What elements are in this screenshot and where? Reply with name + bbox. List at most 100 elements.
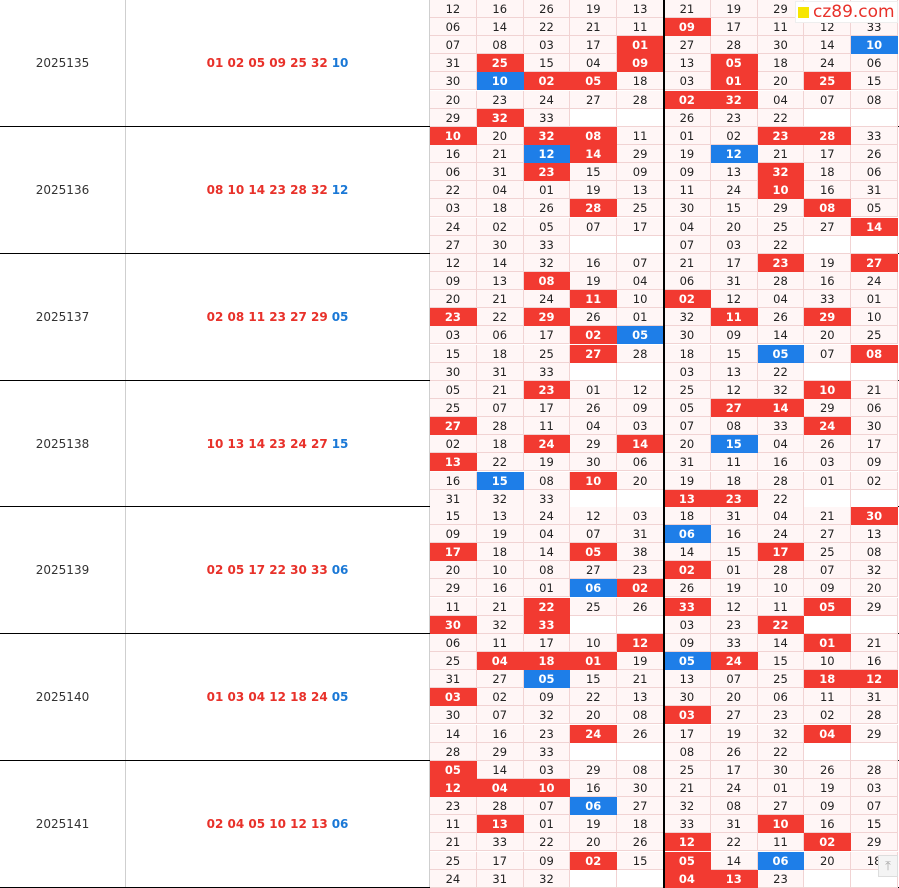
left-grid-cell: 18 <box>476 199 524 218</box>
left-grid-cell: 15 <box>430 344 477 363</box>
right-grid-cell: 06 <box>851 399 898 418</box>
right-grid-cell: 29 <box>757 199 805 218</box>
right-grid-cell: 17 <box>710 18 758 37</box>
left-grid-cell: 03 <box>617 417 664 436</box>
left-grid-cell: 20 <box>430 290 477 309</box>
right-grid-cell: 13 <box>664 670 711 689</box>
left-grid-cell: 25 <box>430 851 477 870</box>
left-grid-cell: 20 <box>570 833 618 852</box>
right-grid-cell: 13 <box>710 362 758 381</box>
right-grid-cell: 04 <box>757 507 805 526</box>
left-grid-cell: 18 <box>476 435 524 454</box>
right-grid-cell: 17 <box>804 145 852 164</box>
left-grid-cell: 06 <box>476 326 524 345</box>
right-grid-cell: 19 <box>664 471 711 490</box>
left-grid-cell: 28 <box>570 199 618 218</box>
right-grid-cell: 11 <box>804 688 852 707</box>
left-grid-cell: 33 <box>523 615 571 634</box>
left-grid-cell: 14 <box>523 543 571 562</box>
left-grid-cell: 12 <box>430 779 477 798</box>
left-grid-cell: 06 <box>570 579 618 598</box>
left-grid-cell: 01 <box>523 181 571 200</box>
left-grid-cell: 05 <box>617 326 664 345</box>
right-grid-cell: 09 <box>804 797 852 816</box>
left-grid-cell: 05 <box>570 543 618 562</box>
right-grid-cell: 09 <box>664 18 711 37</box>
issue-number: 2025139 <box>0 507 126 633</box>
right-grid-cell: 07 <box>804 344 852 363</box>
blue-ball: 12 <box>331 183 349 197</box>
right-grid-cell: 08 <box>710 417 758 436</box>
right-grid-cell: 30 <box>851 417 898 436</box>
right-grid-cell: 26 <box>710 742 758 761</box>
left-grid-cell: 07 <box>570 525 618 544</box>
left-grid-cell: 28 <box>476 417 524 436</box>
left-grid-cell: 32 <box>476 489 524 508</box>
left-grid-cell: 01 <box>523 579 571 598</box>
left-grid-cell <box>617 615 664 634</box>
left-grid-cell: 17 <box>523 399 571 418</box>
left-grid-cell: 03 <box>523 36 571 55</box>
right-grid-cell: 14 <box>851 217 898 236</box>
right-grid-cell: 09 <box>664 634 711 653</box>
left-grid-cell: 23 <box>523 381 571 400</box>
left-grid-cell: 08 <box>476 36 524 55</box>
right-grid-cell: 17 <box>851 435 898 454</box>
issue-number: 2025135 <box>0 0 126 126</box>
left-grid-cell: 01 <box>617 308 664 327</box>
left-grid-cell: 32 <box>523 127 571 146</box>
left-grid-cell: 14 <box>570 145 618 164</box>
left-grid-cell: 27 <box>617 797 664 816</box>
right-grid-cell: 30 <box>757 761 805 780</box>
left-grid-cell: 06 <box>570 797 618 816</box>
right-grid-cell: 27 <box>664 36 711 55</box>
scroll-top-icon[interactable]: ⤒ <box>878 855 898 877</box>
red-balls: 02 08 11 23 27 29 <box>206 310 328 324</box>
right-grid-cell: 27 <box>710 706 758 725</box>
draw-row: 2025136 08 10 14 23 28 32 12 10 20 32 08 11 16 21… <box>0 127 899 254</box>
left-grid-cell: 30 <box>476 235 524 254</box>
left-grid-cell: 09 <box>617 54 664 73</box>
left-grid-cell: 11 <box>430 597 477 616</box>
left-grid-cell: 17 <box>430 543 477 562</box>
right-grid-cell: 31 <box>664 453 711 472</box>
left-grid-cell: 20 <box>430 90 477 109</box>
left-grid-cell: 09 <box>523 688 571 707</box>
right-grid-cell: 13 <box>851 525 898 544</box>
issue-number: 2025138 <box>0 381 126 506</box>
right-grid-cell: 09 <box>851 453 898 472</box>
right-grid-cell: 09 <box>664 163 711 182</box>
left-grid-cell: 21 <box>476 145 524 164</box>
right-grid-cell: 02 <box>664 290 711 309</box>
left-grid-cell: 11 <box>523 417 571 436</box>
right-grid-cell: 04 <box>804 724 852 743</box>
right-grid-cell: 21 <box>757 145 805 164</box>
draw-numbers: 10 13 14 23 24 27 15 <box>126 381 430 506</box>
right-grid-cell: 18 <box>804 670 852 689</box>
right-grid-cell: 07 <box>804 561 852 580</box>
right-grid-cell: 04 <box>664 869 711 888</box>
right-grid-cell: 10 <box>804 381 852 400</box>
right-grid-cell: 14 <box>757 326 805 345</box>
right-grid-cell: 08 <box>851 90 898 109</box>
draw-numbers: 01 02 05 09 25 32 10 <box>126 0 430 126</box>
right-grid-cell: 15 <box>710 199 758 218</box>
left-grid-cell: 25 <box>476 54 524 73</box>
left-grid-cell: 27 <box>430 417 477 436</box>
right-grid-cell <box>851 108 898 127</box>
right-grid-cell: 01 <box>851 290 898 309</box>
right-grid-cell: 06 <box>664 272 711 291</box>
left-grid-cell: 01 <box>570 381 618 400</box>
left-grid-cell: 29 <box>476 742 524 761</box>
right-grid-cell: 19 <box>710 0 758 19</box>
right-grid-cell: 01 <box>710 72 758 91</box>
issue-number: 2025136 <box>0 127 126 253</box>
right-grid-cell: 31 <box>710 507 758 526</box>
right-grid-cell: 26 <box>757 308 805 327</box>
left-grid-cell: 28 <box>476 797 524 816</box>
left-grid-cell: 10 <box>476 561 524 580</box>
left-grid-cell: 07 <box>570 217 618 236</box>
right-grid-cell: 02 <box>710 127 758 146</box>
left-grid-cell: 25 <box>430 399 477 418</box>
site-logo[interactable]: cz89.com <box>795 1 898 23</box>
